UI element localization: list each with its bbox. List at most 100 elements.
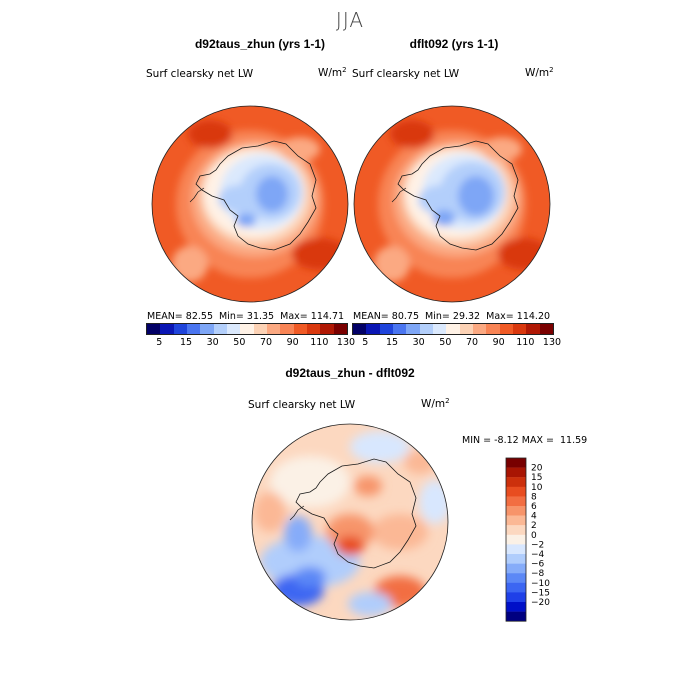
colorbar-swatch — [506, 563, 526, 574]
map-border — [151, 105, 349, 303]
colorbar-level-label: 0 — [531, 531, 537, 541]
panel3-units: W/m2 — [421, 397, 450, 410]
season-title: JJA — [335, 8, 365, 32]
colorbar-swatch — [506, 554, 526, 564]
colorbar-level-label: 10 — [531, 483, 543, 493]
colorbar-tick-label: 30 — [412, 337, 425, 348]
colorbar-level-label: 20 — [531, 464, 543, 474]
field-contours — [172, 120, 348, 282]
colorbar-swatch — [333, 324, 347, 334]
colorbar-swatch — [506, 573, 526, 583]
panel2-units: W/m2 — [525, 66, 554, 79]
colorbar-swatch — [506, 506, 526, 516]
colorbar-level-label: 15 — [531, 473, 542, 483]
map-border — [353, 105, 551, 303]
colorbar-swatch — [506, 525, 526, 535]
colorbar-tick-label: 110 — [516, 337, 535, 348]
colorbar-swatch — [173, 324, 187, 334]
peninsula-coastline — [289, 505, 305, 521]
colorbar-swatch — [379, 324, 393, 334]
colorbar-tick-label: 90 — [492, 337, 505, 348]
colorbar-level-label: −8 — [531, 569, 545, 579]
colorbar-tick-label: 110 — [310, 337, 329, 348]
colorbar-swatch — [506, 458, 526, 468]
colorbar-tick-label: 90 — [286, 337, 299, 348]
colorbar-swatch — [160, 324, 174, 334]
colorbar-level-label: −4 — [531, 550, 545, 560]
colorbar-swatch — [506, 611, 526, 622]
panel1-colorbar — [146, 323, 348, 335]
colorbar-tick-label: 15 — [385, 337, 399, 348]
panel2-variable: Surf clearsky net LW — [352, 68, 460, 80]
panel3-variable: Surf clearsky net LW — [248, 399, 356, 411]
colorbar-tick-label: 5 — [156, 337, 163, 348]
diff-contours — [254, 431, 448, 616]
colorbar-swatch — [506, 477, 526, 487]
colorbar-tick-label: 70 — [465, 337, 479, 348]
peninsula-coastline — [391, 187, 407, 203]
panel1-map — [151, 105, 349, 303]
colorbar-swatch — [486, 324, 500, 334]
colorbar-swatch — [506, 467, 526, 478]
panel2-map — [353, 105, 551, 303]
colorbar-tick-label: 15 — [179, 337, 193, 348]
colorbar-level-label: −6 — [531, 560, 545, 570]
colorbar-level-label: −2 — [531, 540, 544, 550]
colorbar-swatch — [406, 324, 420, 334]
colorbar-swatch — [506, 534, 526, 545]
panel1-stats: MEAN= 82.55 Min= 31.35 Max= 114.71 — [147, 311, 345, 322]
colorbar-swatch — [499, 324, 513, 334]
colorbar-tick-label: 50 — [233, 337, 246, 348]
colorbar-level-label: 6 — [531, 502, 537, 512]
colorbar-swatch — [366, 324, 380, 334]
colorbar-level-label: 4 — [531, 512, 537, 522]
colorbar-swatch — [226, 324, 241, 334]
colorbar-swatch — [147, 324, 161, 334]
panel3-title: d92taus_zhun - dflt092 — [285, 366, 415, 380]
map-border — [251, 423, 449, 621]
colorbar-swatch — [472, 324, 487, 334]
panel1-units: W/m2 — [318, 66, 347, 79]
colorbar-swatch — [539, 324, 553, 334]
antarctica-coastline — [397, 140, 519, 251]
colorbar-swatch — [392, 324, 407, 334]
field-contours — [374, 120, 550, 282]
colorbar-swatch — [506, 592, 526, 603]
colorbar-swatch — [240, 324, 254, 334]
panel2-colorbar — [352, 323, 554, 335]
colorbar-swatch — [419, 324, 433, 334]
colorbar-level-label: 8 — [531, 492, 537, 502]
colorbar-swatch — [506, 486, 526, 497]
colorbar-tick-label: 70 — [259, 337, 273, 348]
colorbar-swatch — [213, 324, 227, 334]
colorbar-swatch — [506, 582, 526, 593]
antarctica-coastline — [195, 140, 317, 251]
colorbar-level-label: −15 — [531, 588, 550, 598]
colorbar-tick-label: 50 — [439, 337, 452, 348]
colorbar-level-label: −10 — [531, 579, 550, 589]
colorbar-swatch — [253, 324, 267, 334]
panel2-colorbar-labels: 5 15 30 50 70 90 110 130 — [352, 337, 561, 349]
colorbar-level-label: 2 — [531, 521, 537, 531]
colorbar-tick-label: 130 — [336, 337, 356, 348]
colorbar-swatch — [506, 515, 526, 526]
panel1-colorbar-labels: 5 15 30 50 70 90 110 130 — [146, 337, 355, 349]
colorbar-border — [505, 457, 527, 622]
colorbar-swatch — [506, 544, 526, 555]
colorbar-swatch — [320, 324, 334, 334]
colorbar-swatch — [293, 324, 307, 334]
colorbar-swatch — [353, 324, 367, 334]
colorbar-swatch — [459, 324, 473, 334]
panel2-title: dflt092 (yrs 1-1) — [409, 37, 499, 51]
colorbar-swatch — [186, 324, 201, 334]
antarctica-coastline — [295, 458, 417, 569]
panel3-map — [251, 423, 449, 621]
panel1-variable: Surf clearsky net LW — [146, 68, 254, 80]
colorbar-swatch — [280, 324, 294, 334]
colorbar-swatch — [506, 496, 526, 507]
colorbar-swatch — [446, 324, 460, 334]
panel3-stats: MIN = -8.12 MAX = 11.59 — [462, 435, 588, 446]
colorbar-swatch — [306, 324, 321, 334]
colorbar-level-label: −20 — [531, 598, 550, 608]
